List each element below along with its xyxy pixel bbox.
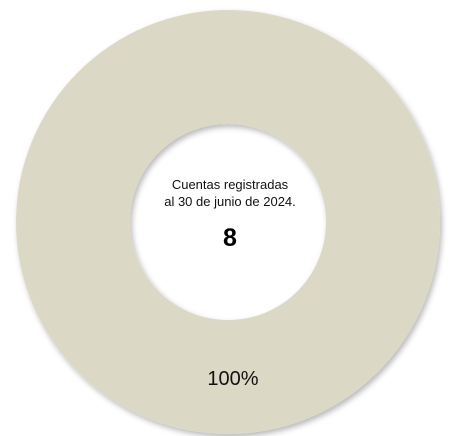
slice-label-0: 100% [207,368,258,390]
donut-slices [16,10,440,434]
center-caption: Cuentas registradas al 30 de junio de 20… [140,176,320,210]
center-value: 8 [223,224,237,252]
donut-slice-0 [16,10,440,434]
center-caption-line1: Cuentas registradas [171,177,289,192]
center-caption-line2: al 30 de junio de 2024. [164,194,296,209]
slice-labels: 100% [207,368,258,390]
